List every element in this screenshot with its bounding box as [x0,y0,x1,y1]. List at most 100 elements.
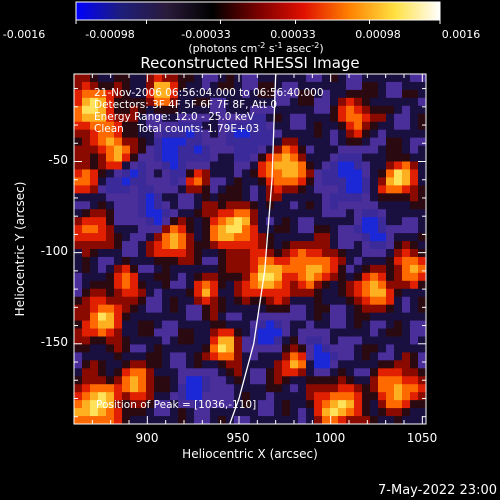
heatmap-cell [306,376,315,385]
heatmap-cell [362,408,371,417]
heatmap-cell [82,280,91,290]
heatmap-cell [282,328,291,337]
heatmap-cell [306,272,315,282]
heatmap-cell [370,336,379,345]
heatmap-cell [234,169,243,178]
heatmap-cell [178,249,187,258]
heatmap-cell [242,408,251,417]
heatmap-cell [162,121,171,131]
heatmap-cell [274,129,283,139]
heatmap-cell [170,153,179,162]
heatmap-cell [370,201,379,210]
heatmap-cell [106,145,115,154]
heatmap-cell [106,225,115,234]
heatmap-cell [338,408,347,417]
heatmap-cell [330,89,339,99]
heatmap-cell [154,74,163,83]
heatmap-cell [402,169,411,178]
heatmap-cell [354,312,363,321]
heatmap-cell [394,256,403,266]
heatmap-cell [314,280,323,290]
heatmap-cell [378,217,387,226]
heatmap-cell [146,400,155,409]
heatmap-cell [106,296,115,306]
heatmap-cell [218,113,227,123]
heatmap-cell [226,145,235,154]
heatmap-cell [194,408,203,417]
heatmap-cell [394,241,403,250]
heatmap-cell [274,344,283,353]
heatmap-cell [146,296,155,306]
heatmap-cell [202,209,211,218]
heatmap-cell [370,400,379,409]
heatmap-cell [98,153,107,162]
heatmap-cell [290,177,299,186]
heatmap-cell [74,296,83,306]
heatmap-cell [90,344,99,353]
heatmap-cell [418,225,426,234]
heatmap-cell [170,320,179,329]
heatmap-cell [322,416,331,424]
heatmap-cell [402,97,411,107]
heatmap-cell [74,304,83,314]
heatmap-cell [218,241,227,250]
heatmap-cell [242,225,251,234]
heatmap-cell [322,360,331,369]
heatmap-cell [370,328,379,337]
heatmap-cell [234,89,243,99]
heatmap-cell [266,74,275,83]
heatmap-cell [98,336,107,345]
heatmap-cell [98,288,107,298]
heatmap-cell [250,241,259,250]
heatmap-cell [186,201,195,210]
heatmap-cell [338,344,347,353]
heatmap-cell [394,74,403,83]
heatmap-cell [394,249,403,258]
heatmap-cell [138,296,147,306]
heatmap-cell [266,352,275,361]
heatmap-cell [330,217,339,226]
heatmap-cell [234,233,243,242]
heatmap-cell [242,145,251,154]
heatmap-cell [362,97,371,107]
heatmap-cell [346,344,355,353]
heatmap-cell [218,408,227,417]
heatmap-cell [410,161,419,170]
chart-title: Reconstructed RHESSI Image [140,54,359,72]
heatmap-cell [194,256,203,266]
heatmap-cell [122,97,131,107]
heatmap-cell [186,113,195,123]
heatmap-cell [154,249,163,258]
heatmap-cell [170,264,179,274]
heatmap-cell [250,344,259,353]
heatmap-cell [146,217,155,226]
heatmap-cell [298,74,307,83]
heatmap-cell [74,153,83,162]
heatmap-cell [346,336,355,345]
heatmap-cell [338,201,347,210]
heatmap-cell [98,89,107,99]
heatmap-cell [170,368,179,377]
heatmap-cell [418,368,426,377]
heatmap-cell [178,304,187,314]
heatmap-cell [330,272,339,282]
heatmap-cell [322,137,331,146]
heatmap-cell [130,209,139,218]
heatmap-cell [162,201,171,210]
heatmap-cell [290,376,299,385]
heatmap-cell [122,272,131,282]
heatmap-cell [250,264,259,274]
heatmap-cell [418,185,426,194]
heatmap-cell [274,153,283,162]
heatmap-cell [410,217,419,226]
heatmap-cell [138,97,147,107]
heatmap-cell [418,209,426,218]
heatmap-cell [114,360,123,369]
heatmap-cell [386,89,395,99]
heatmap-cell [370,312,379,321]
heatmap-cell [202,400,211,409]
heatmap-cell [170,225,179,234]
heatmap-cell [394,169,403,178]
heatmap-cell [266,400,275,409]
heatmap-cell [314,400,323,409]
